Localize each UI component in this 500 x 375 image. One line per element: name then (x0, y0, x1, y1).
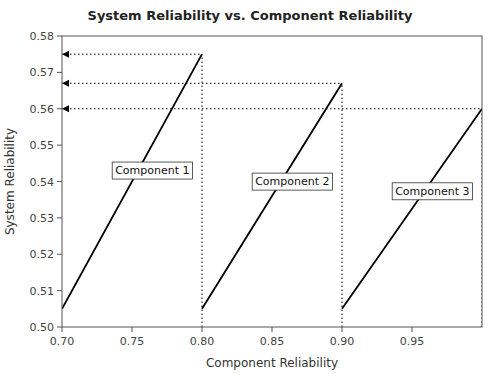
reference-horizontal (62, 108, 482, 109)
y-tick (57, 290, 62, 291)
reference-arrow (62, 80, 69, 87)
x-tick (202, 327, 203, 332)
component-line (62, 54, 202, 309)
component-labels: Component 1 Component 2 Component 3 (112, 162, 472, 200)
reference-vertical (342, 83, 343, 327)
y-tick (57, 254, 62, 255)
plot-area (62, 51, 482, 327)
reference-arrow (62, 105, 69, 112)
component-line (342, 109, 482, 309)
x-tick (342, 327, 343, 332)
component-label: Component 2 (255, 175, 329, 188)
y-tick-label: 0.50 (30, 321, 55, 334)
label-box (112, 162, 192, 179)
y-tick-label: 0.56 (30, 103, 55, 116)
x-tick-label: 0.90 (330, 335, 355, 348)
reference-horizontal (62, 54, 202, 55)
component-label: Component 3 (395, 185, 469, 198)
label-box (252, 173, 332, 190)
plot-frame (62, 36, 482, 327)
y-axis-label: System Reliability (3, 128, 17, 235)
y-tick-label: 0.55 (30, 139, 55, 152)
title: System Reliability vs. Component Reliabi… (88, 8, 413, 23)
y-tick-label: 0.57 (30, 66, 55, 79)
y-tick (57, 145, 62, 146)
chart: System Reliability vs. Component Reliabi… (0, 0, 500, 375)
y-tick (57, 108, 62, 109)
y-tick-label: 0.54 (30, 176, 55, 189)
reference-arrow (62, 51, 69, 58)
x-tick-label: 0.80 (190, 335, 215, 348)
y-tick (57, 181, 62, 182)
component-line (202, 83, 342, 309)
x-tick-label: 0.85 (260, 335, 285, 348)
x-tick-label: 0.95 (400, 335, 425, 348)
y-tick (57, 72, 62, 73)
x-tick (132, 327, 133, 332)
x-tick (272, 327, 273, 332)
y-tick-label: 0.51 (30, 285, 55, 298)
label-box (392, 183, 472, 200)
y-tick-label: 0.58 (30, 30, 55, 43)
y-tick-label: 0.52 (30, 248, 55, 261)
y-tick-label: 0.53 (30, 212, 55, 225)
y-tick (57, 327, 62, 328)
x-tick-label: 0.75 (120, 335, 145, 348)
x-tick (412, 327, 413, 332)
axes: 0.70 0.75 0.80 0.85 0.90 0.95 0.50 0.51 0.52 0.53… (30, 30, 425, 348)
y-tick (57, 217, 62, 218)
x-tick-label: 0.70 (50, 335, 75, 348)
component-label: Component 1 (115, 164, 189, 177)
x-tick (62, 327, 63, 332)
reference-horizontal (62, 83, 342, 84)
x-axis-label: Component Reliability (206, 356, 338, 370)
y-tick (57, 36, 62, 37)
reference-vertical (202, 54, 203, 327)
